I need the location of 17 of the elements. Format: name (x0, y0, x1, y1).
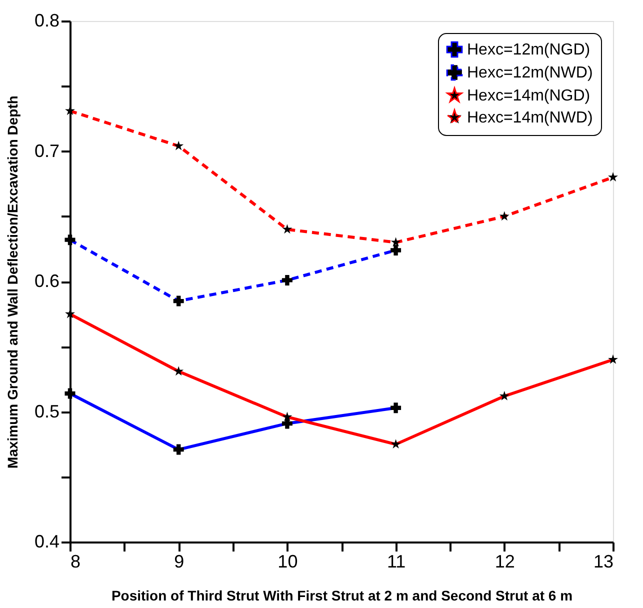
legend-label: Hexc=14m(NGD) (467, 88, 590, 104)
x-tick-label: 11 (386, 552, 406, 572)
x-tick-label: 8 (70, 552, 81, 572)
legend-label: Hexc=14m(NWD) (467, 110, 593, 126)
legend-label: Hexc=12m(NWD) (467, 64, 593, 82)
y-tick-label: 0.7 (34, 140, 60, 161)
x-tick-label: 12 (494, 552, 515, 572)
x-tick-label: 9 (174, 552, 184, 572)
legend-label: Hexc=12m(NGD) (467, 42, 590, 58)
x-axis-title: Position of Third Strut With First Strut at 2 m and Second Strut at 6 m (111, 588, 573, 604)
y-tick-label: 0.5 (34, 401, 60, 422)
x-tick-label: 10 (278, 552, 298, 572)
y-axis-title: Maximum Ground and Wall Deflection/Excavation Depth (4, 96, 20, 468)
y-tick-label: 0.4 (34, 532, 60, 552)
x-tick-label: 13 (593, 552, 614, 572)
y-tick-label: 0.8 (34, 10, 60, 30)
y-tick-label: 0.6 (34, 271, 60, 291)
